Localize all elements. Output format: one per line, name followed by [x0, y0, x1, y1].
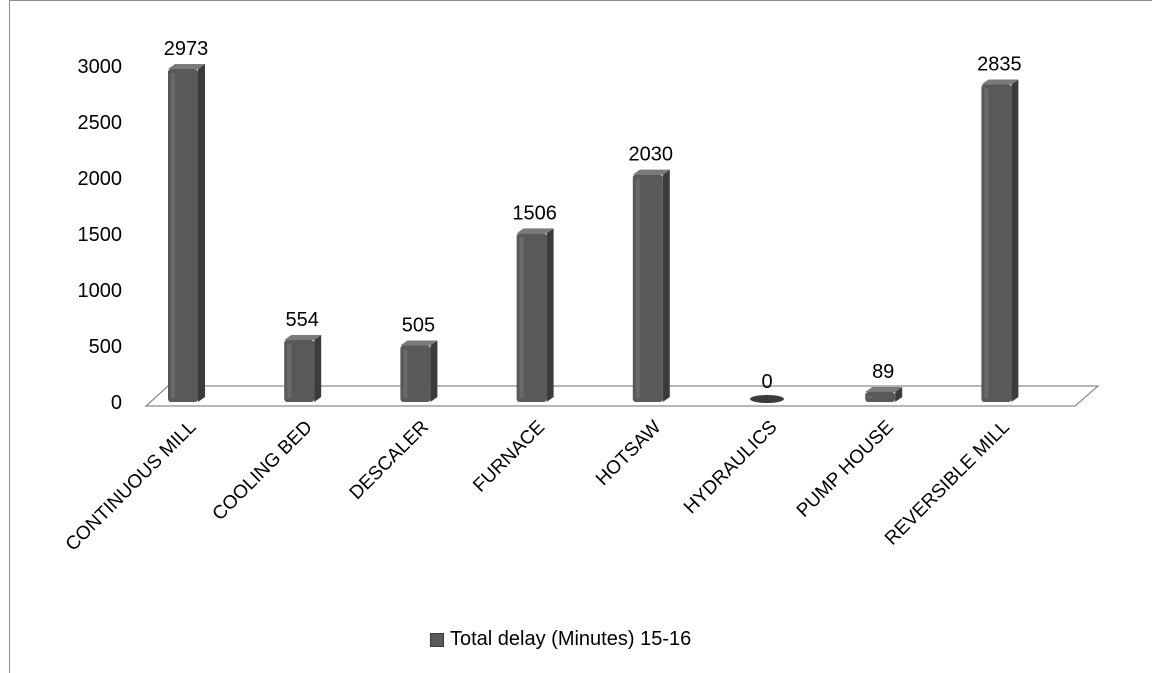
bar — [168, 64, 205, 403]
bar-front — [516, 233, 547, 402]
legend-swatch — [430, 632, 444, 647]
data-label: 554 — [286, 309, 319, 331]
bar-top — [168, 64, 205, 70]
bar-highlight — [403, 349, 408, 398]
y-tick-label: 0 — [111, 392, 122, 414]
bar-top — [400, 340, 438, 346]
bar-side — [314, 334, 322, 402]
bar-front — [632, 174, 663, 402]
x-tick-label: HOTSAW — [592, 417, 665, 490]
bar — [865, 387, 903, 402]
data-label: 89 — [872, 361, 894, 383]
data-label: 1506 — [512, 202, 557, 224]
y-tick-label: 2000 — [78, 168, 123, 190]
bar-top — [981, 79, 1019, 85]
data-label: 2030 — [629, 144, 674, 166]
bar-front — [284, 339, 315, 402]
y-tick-label: 3000 — [78, 56, 123, 78]
data-label: 2835 — [977, 53, 1022, 75]
y-tick-label: 1500 — [78, 224, 123, 246]
bar-top — [632, 169, 670, 175]
chart-floor — [144, 385, 1100, 407]
bar — [284, 334, 322, 402]
bar-front — [400, 345, 431, 402]
bar-flat — [750, 395, 784, 403]
bar-top — [865, 387, 903, 393]
bar-highlight — [635, 178, 640, 398]
bar — [516, 228, 554, 402]
x-tick-label: FURNACE — [469, 417, 549, 497]
bar-side — [430, 340, 438, 402]
x-tick-label: HYDRAULICS — [680, 417, 781, 518]
floor-plane — [144, 385, 1100, 407]
legend-label: Total delay (Minutes) 15-16 — [450, 628, 692, 650]
chart-frame-top — [9, 0, 1152, 1]
bar-side — [546, 228, 554, 402]
data-label: 2973 — [164, 38, 209, 60]
bar-highlight — [287, 343, 292, 398]
x-tick-label: REVERSIBLE MILL — [881, 417, 1014, 550]
bar — [400, 340, 438, 402]
bar-side — [198, 64, 205, 403]
bar-side — [662, 169, 670, 402]
x-axis-labels: CONTINUOUS MILL COOLING BED DESCALER FURNAC… — [62, 417, 1014, 556]
x-tick-label: PUMP HOUSE — [793, 417, 898, 522]
bar-top — [284, 334, 322, 340]
legend: Total delay (Minutes) 15-16 — [430, 628, 691, 651]
bar-top — [516, 228, 554, 234]
bar-highlight — [984, 88, 989, 398]
bar-side — [1011, 79, 1019, 402]
bar — [632, 169, 670, 402]
data-label: 505 — [402, 314, 435, 336]
bar-highlight — [171, 73, 175, 399]
bar-highlight — [519, 237, 524, 398]
bar-front — [865, 392, 896, 402]
x-tick-label: DESCALER — [346, 417, 433, 504]
bar-series — [168, 64, 1019, 403]
y-tick-label: 2500 — [78, 112, 123, 134]
bar-front — [168, 69, 198, 403]
x-tick-label: CONTINUOUS MILL — [62, 417, 201, 556]
data-labels: 2973 554 505 1506 2030 0 89 2835 — [164, 38, 1022, 393]
chart-frame-left — [9, 0, 10, 673]
bar-side — [895, 387, 903, 402]
y-tick-label: 500 — [89, 336, 122, 358]
bar-front — [981, 84, 1012, 402]
y-axis-ticks: 0 500 1000 1500 2000 2500 3000 — [78, 56, 123, 414]
x-tick-label: COOLING BED — [209, 417, 317, 525]
bar-highlight — [868, 396, 873, 398]
y-tick-label: 1000 — [78, 280, 123, 302]
data-label: 0 — [761, 371, 772, 393]
bar — [981, 79, 1019, 402]
bar — [750, 395, 784, 403]
